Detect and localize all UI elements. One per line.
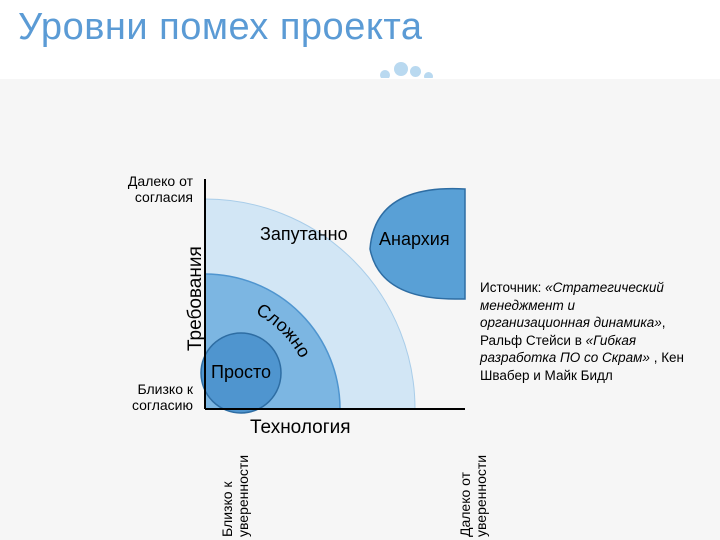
y-axis-high-label: Далеко от согласия [113,173,193,205]
x-axis-low-label: Близко к уверенности [219,427,251,537]
x-axis-high-label: Далеко от уверенности [457,427,489,537]
y-axis-low-label: Близко к согласию [113,381,193,413]
zone-label-simple: Просто [211,362,271,383]
x-axis-title: Технология [250,417,351,439]
zone-label-complicated: Запутанно [260,224,348,245]
chart-panel: Сложно Просто Запутанно Анархия Требован… [0,78,720,540]
zone-label-anarchy: Анархия [379,229,450,250]
slide-title: Уровни помех проекта [18,6,423,49]
source-prefix: Источник: [480,280,545,295]
source-citation: Источник: «Стратегический менеджмент и о… [480,279,685,384]
y-axis-title: Требования [185,246,207,351]
